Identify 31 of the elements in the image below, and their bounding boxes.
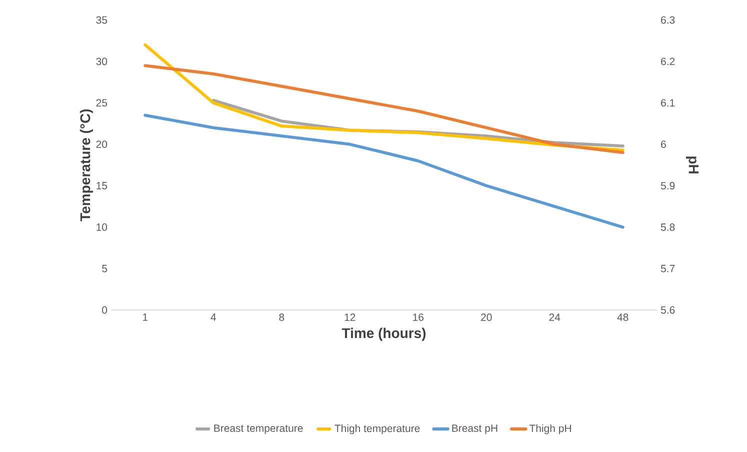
x-tick-label: 4 xyxy=(210,314,216,321)
legend-label: Thigh pH xyxy=(529,424,571,434)
legend-label: Thigh temperature xyxy=(334,424,420,434)
y-tick-label: 5 xyxy=(102,264,108,272)
x-tick-label: 1 xyxy=(143,314,148,321)
y-tick-label: 30 xyxy=(96,58,108,66)
y2-tick-label: 5.8 xyxy=(660,223,675,231)
y2-tick-label: 5.9 xyxy=(660,182,675,190)
y-axis-title: Temperature (°C) xyxy=(80,109,93,222)
x-tick-label: 20 xyxy=(481,314,492,321)
y-tick-label: 25 xyxy=(96,99,108,107)
y-tick-label: 35 xyxy=(96,16,108,24)
y-tick-label: 0 xyxy=(102,306,108,314)
y2-tick-label: 6 xyxy=(661,140,666,148)
y2-tick-label: 5.7 xyxy=(660,264,675,272)
y2-tick-label: 6.1 xyxy=(661,99,675,107)
legend-label: Breast temperature xyxy=(214,424,303,434)
y-tick-label: 15 xyxy=(96,182,108,190)
x-tick-label: 12 xyxy=(344,314,356,321)
y-tick-label: 10 xyxy=(96,223,108,231)
y2-tick-label: 6.3 xyxy=(661,16,675,24)
x-tick-label: 24 xyxy=(549,314,560,321)
y2-tick-label: 6.2 xyxy=(661,58,675,66)
x-tick-label: 48 xyxy=(617,314,628,321)
y2-tick-label: 5.6 xyxy=(660,306,675,314)
legend-label: Breast pH xyxy=(452,424,498,434)
y2-axis-title: pH xyxy=(686,156,698,174)
y-tick-label: 20 xyxy=(96,140,108,148)
x-axis-title: Time (hours) xyxy=(342,328,426,341)
x-tick-label: 8 xyxy=(279,314,284,321)
x-tick-label: 16 xyxy=(413,314,424,321)
